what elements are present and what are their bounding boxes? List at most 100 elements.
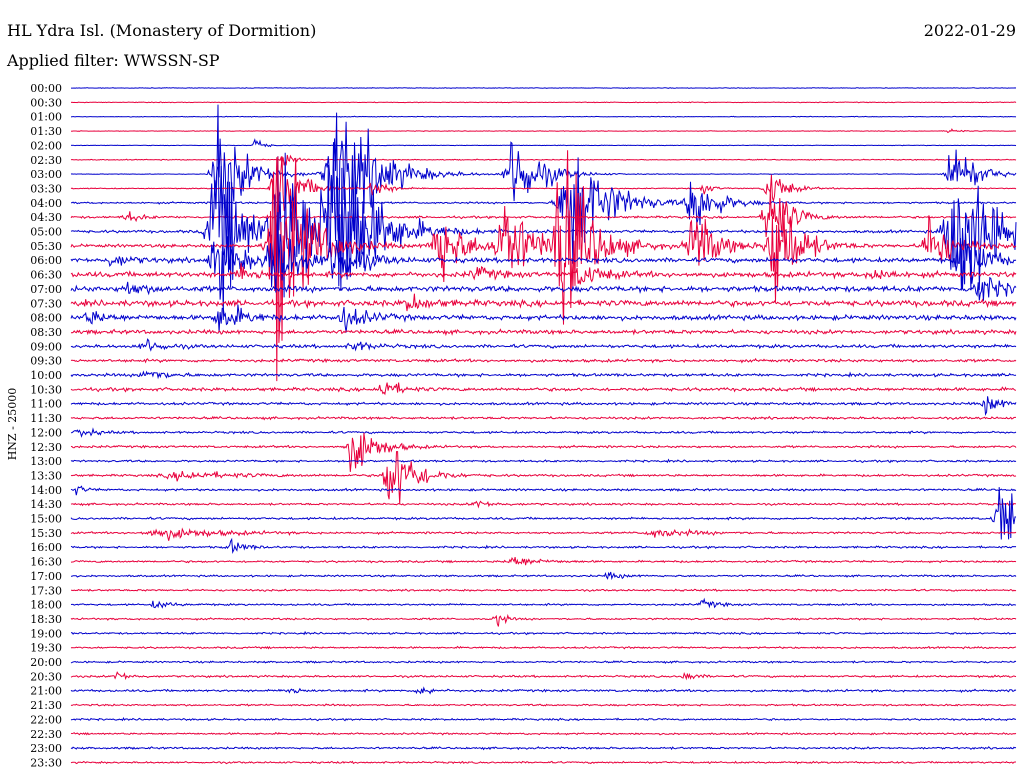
trace-2300	[70, 746, 1017, 751]
trace-1630	[70, 556, 1017, 566]
trace-1100	[70, 396, 1017, 416]
time-tick-label: 20:30	[30, 670, 62, 683]
time-tick-label: 13:30	[30, 469, 62, 482]
trace-1400	[70, 485, 1017, 496]
time-tick-label: 22:00	[30, 713, 62, 726]
time-tick-label: 04:30	[30, 211, 62, 224]
trace-1700	[71, 571, 1017, 581]
trace-0430	[70, 190, 1017, 238]
time-tick-label: 03:30	[30, 182, 62, 195]
time-tick-label: 11:00	[30, 398, 62, 411]
time-tick-label: 23:00	[30, 742, 62, 755]
trace-0830	[70, 328, 1017, 337]
time-tick-label: 08:30	[30, 326, 62, 339]
trace-1500	[70, 487, 1017, 540]
trace-1830	[70, 613, 1017, 627]
time-tick-label: 22:30	[30, 728, 62, 741]
trace-2100	[70, 686, 1017, 695]
time-tick-label: 10:00	[30, 369, 62, 382]
trace-1300	[70, 458, 1017, 464]
trace-0930	[70, 357, 1017, 364]
trace-0500	[70, 104, 1017, 320]
time-tick-label: 00:30	[30, 96, 62, 109]
trace-0200	[70, 138, 1017, 148]
time-tick-label: 03:00	[30, 168, 62, 181]
time-tick-label: 06:00	[30, 254, 62, 267]
time-tick-label: 12:00	[30, 426, 62, 439]
traces	[70, 87, 1017, 765]
time-tick-label: 09:00	[30, 340, 62, 353]
time-tick-label: 06:30	[30, 269, 62, 282]
time-tick-label: 19:00	[30, 627, 62, 640]
time-tick-label: 04:00	[30, 197, 62, 210]
trace-0400	[71, 157, 1017, 264]
time-tick-label: 17:30	[30, 584, 62, 597]
trace-1730	[71, 588, 1017, 593]
time-tick-label: 18:30	[30, 613, 62, 626]
time-tick-label: 14:30	[30, 498, 62, 511]
time-tick-label: 07:30	[30, 297, 62, 310]
trace-1330	[70, 451, 1017, 504]
trace-1900	[70, 630, 1017, 636]
time-tick-label: 07:00	[30, 283, 62, 296]
trace-1130	[70, 415, 1016, 421]
trace-0800	[70, 304, 1017, 333]
trace-0730	[70, 293, 1017, 312]
trace-0330	[70, 156, 1017, 216]
time-tick-label: 08:00	[30, 312, 62, 325]
trace-0700	[70, 276, 1017, 301]
trace-0900	[70, 338, 1017, 352]
trace-2230	[70, 731, 1017, 736]
time-tick-label: 09:30	[30, 355, 62, 368]
time-tick-label: 14:00	[30, 484, 62, 497]
trace-2330	[70, 760, 1016, 765]
time-tick-label: 00:00	[30, 82, 62, 95]
trace-1800	[70, 597, 1017, 609]
trace-1530	[70, 527, 1017, 541]
trace-0130	[70, 128, 1017, 134]
trace-0630	[70, 262, 1017, 285]
station-title: HL Ydra Isl. (Monastery of Dormition)	[7, 21, 316, 40]
time-tick-label: 11:30	[30, 412, 62, 425]
time-tick-label: 10:30	[30, 383, 62, 396]
time-tick-label: 15:30	[30, 527, 62, 540]
time-tick-label: 21:00	[30, 685, 62, 698]
trace-1600	[70, 537, 1017, 555]
y-axis-label: HNZ - 25000	[6, 388, 19, 461]
trace-1000	[70, 370, 1017, 380]
trace-1200	[70, 427, 1017, 438]
time-tick-label: 20:00	[30, 656, 62, 669]
time-tick-label: 13:00	[30, 455, 62, 468]
trace-1030	[70, 382, 1017, 396]
time-tick-label: 16:00	[30, 541, 62, 554]
time-tick-label: 12:30	[30, 441, 62, 454]
trace-0600	[70, 212, 1017, 300]
time-tick-label: 02:00	[30, 139, 62, 152]
date-label: 2022-01-29	[924, 21, 1016, 40]
trace-1230	[70, 432, 1017, 472]
time-tick-label: 05:00	[30, 226, 62, 239]
trace-0100	[70, 115, 1017, 118]
time-tick-label: 01:00	[30, 111, 62, 124]
trace-0230	[70, 154, 1017, 167]
trace-1430	[70, 500, 1017, 509]
time-tick-label: 05:30	[30, 240, 62, 253]
trace-2200	[70, 716, 1017, 722]
trace-2130	[70, 703, 1017, 707]
time-tick-label: 15:00	[30, 513, 62, 526]
trace-2030	[70, 671, 1017, 681]
trace-2000	[70, 660, 1017, 664]
filter-label: Applied filter: WWSSN-SP	[6, 51, 220, 70]
time-tick-label: 01:30	[30, 125, 62, 138]
time-tick-label: 18:00	[30, 599, 62, 612]
trace-0000	[71, 87, 1017, 89]
time-tick-label: 16:30	[30, 556, 62, 569]
trace-1930	[70, 645, 1017, 650]
time-tick-label: 19:30	[30, 642, 62, 655]
time-tick-label: 17:00	[30, 570, 62, 583]
time-tick-label: 23:30	[30, 756, 62, 769]
time-tick-label: 21:30	[30, 699, 62, 712]
trace-0030	[70, 101, 1017, 104]
